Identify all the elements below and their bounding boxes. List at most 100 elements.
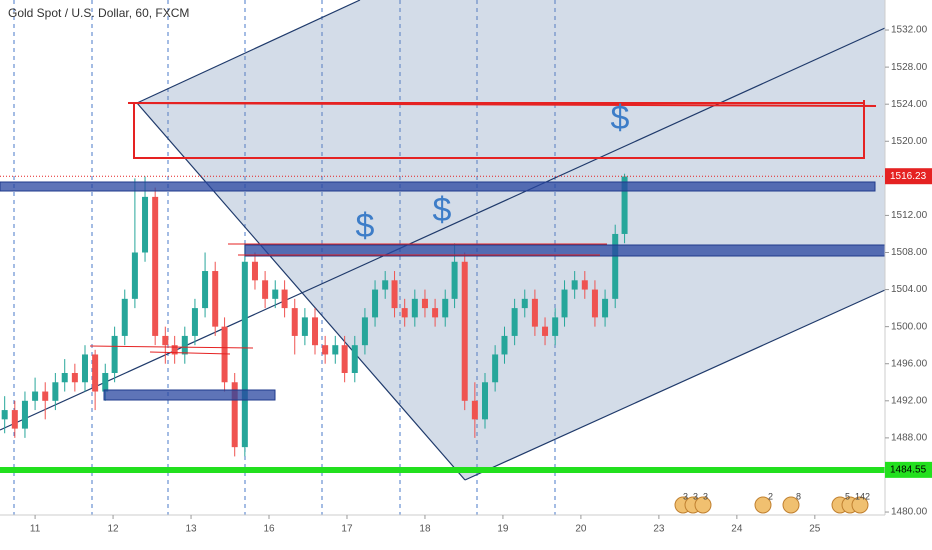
channel-area (137, 0, 885, 480)
candle-body (361, 317, 368, 346)
candle-body (492, 354, 499, 383)
event-count: 3 (683, 491, 688, 501)
candle-body (102, 372, 109, 392)
x-tick-label: 19 (497, 524, 509, 535)
candle-body (202, 271, 209, 309)
event-count: 2 (768, 491, 773, 501)
event-icons (674, 496, 869, 514)
x-tick-label: 20 (575, 524, 587, 535)
candle-body (212, 271, 219, 327)
candle-body (531, 298, 538, 327)
x-tick-label: 16 (263, 524, 275, 535)
candle-body (542, 326, 549, 336)
y-tick-label: 1512.00 (891, 210, 928, 221)
candle-body (42, 391, 49, 401)
candle-body (581, 280, 588, 290)
y-tick-label: 1508.00 (891, 247, 928, 258)
dollar-sign: $ (433, 191, 452, 229)
candle-body (142, 196, 149, 253)
candle-body (372, 289, 379, 318)
candle-body (171, 345, 178, 355)
candle-body (131, 252, 138, 299)
candle-body (332, 345, 339, 355)
candle-body (52, 382, 59, 401)
candle-body (121, 298, 128, 336)
time-axis (0, 515, 885, 550)
candle-body (281, 289, 288, 309)
candle-body (521, 298, 528, 309)
candle-body (81, 354, 88, 383)
candle-body (181, 335, 188, 355)
candle-body (552, 317, 559, 336)
candle-body (32, 391, 39, 401)
candle-body (421, 298, 428, 309)
last-price-label: 1516.23 (890, 171, 927, 182)
dollar-sign: $ (611, 99, 630, 137)
price-axis (885, 0, 932, 550)
y-tick-label: 1492.00 (891, 395, 928, 406)
x-tick-label: 18 (419, 524, 431, 535)
candle-body (92, 354, 99, 392)
x-tick-label: 12 (107, 524, 119, 535)
candle-body (432, 308, 439, 318)
candle-body (152, 196, 159, 336)
candle-body (451, 261, 458, 299)
candle-body (461, 261, 468, 401)
green-support (0, 467, 885, 473)
event-count: 8 (796, 491, 801, 501)
candle-body (301, 317, 308, 336)
x-tick-label: 23 (653, 524, 665, 535)
candle-body (442, 298, 449, 318)
dollar-sign: $ (356, 207, 375, 245)
candle-body (391, 280, 398, 309)
candle-body (571, 280, 578, 290)
y-tick-label: 1524.00 (891, 99, 928, 110)
event-count: 2 (865, 491, 870, 501)
candle-body (291, 308, 298, 336)
candle-body (71, 372, 78, 383)
candle-body (471, 400, 478, 420)
candle-body (221, 326, 228, 383)
candle-body (111, 335, 118, 373)
event-count: 3 (693, 491, 698, 501)
candle-body (401, 308, 408, 318)
support-price-box (885, 461, 932, 478)
y-tick-label: 1500.00 (891, 321, 928, 332)
x-tick-label: 17 (341, 524, 353, 535)
chart-title: Gold Spot / U.S. Dollar, 60, FXCM (8, 6, 189, 20)
candle-body (162, 335, 169, 346)
candle-body (312, 317, 319, 346)
x-tick-label: 24 (731, 524, 743, 535)
y-tick-label: 1496.00 (891, 358, 928, 369)
y-tick-label: 1520.00 (891, 136, 928, 147)
candle-body (262, 280, 269, 299)
event-count: 5 (845, 491, 850, 501)
y-tick-label: 1480.00 (891, 507, 928, 518)
candle-body (341, 345, 348, 373)
candle-body (322, 345, 329, 355)
candle-body (61, 372, 68, 383)
candle-body (561, 289, 568, 318)
y-tick-label: 1504.00 (891, 284, 928, 295)
candle-body (351, 345, 358, 373)
event-count: 3 (703, 491, 708, 501)
candle-body (411, 298, 418, 318)
candle-body (191, 308, 198, 336)
y-tick-label: 1488.00 (891, 433, 928, 444)
event-count: 14 (855, 491, 865, 501)
channel-lines (0, 0, 886, 481)
support-price-label: 1484.55 (890, 464, 927, 475)
candle-body (1, 410, 8, 420)
candle-body (11, 410, 18, 429)
candle-body (602, 298, 609, 318)
candle-body (501, 335, 508, 355)
candle-body (272, 289, 279, 299)
candle-body (231, 382, 238, 448)
candle-body (382, 280, 389, 290)
candle-body (591, 289, 598, 318)
candle-body (612, 233, 619, 299)
y-tick-label: 1532.00 (891, 25, 928, 36)
last-price-box (885, 168, 932, 185)
candle-body (481, 382, 488, 420)
